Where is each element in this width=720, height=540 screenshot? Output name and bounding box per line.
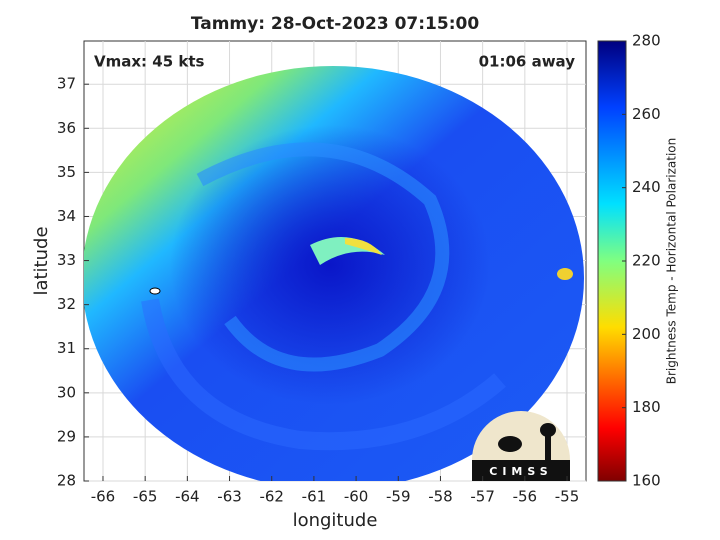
colorbar-tick-label: 180 xyxy=(632,398,661,416)
colorbar xyxy=(597,40,627,482)
colorbar-label: Brightness Temp - Horizontal Polarizatio… xyxy=(665,138,679,385)
y-tick-label: 35 xyxy=(57,163,76,181)
satellite-image xyxy=(84,66,584,481)
x-tick-label: -61 xyxy=(302,488,327,506)
y-tick-label: 33 xyxy=(57,251,76,269)
x-tick-label: -64 xyxy=(175,488,200,506)
x-tick-label: -63 xyxy=(217,488,242,506)
x-axis-label: longitude xyxy=(293,510,378,531)
x-tick-label: -60 xyxy=(344,488,369,506)
colorbar-tick-label: 160 xyxy=(632,472,661,490)
y-tick-label: 34 xyxy=(57,207,76,225)
y-tick-label: 36 xyxy=(57,119,76,137)
colorbar-tick-label: 220 xyxy=(632,252,661,270)
x-tick-label: -55 xyxy=(555,488,580,506)
y-tick-label: 32 xyxy=(57,295,76,313)
logo: CIMSS xyxy=(472,411,570,481)
colorbar-tick-label: 200 xyxy=(632,325,661,343)
colorbar-tick-label: 240 xyxy=(632,178,661,196)
logo-text: CIMSS xyxy=(489,465,552,478)
x-tick-label: -59 xyxy=(386,488,411,506)
x-tick-label: -66 xyxy=(91,488,116,506)
x-tick-label: -58 xyxy=(428,488,453,506)
colorbar-tick-label: 280 xyxy=(632,32,661,50)
colorbar-tick-label: 260 xyxy=(632,105,661,123)
y-tick-label: 30 xyxy=(57,383,76,401)
y-tick-label: 37 xyxy=(57,75,76,93)
annotation: 01:06 away xyxy=(479,53,576,71)
x-tick-label: -65 xyxy=(133,488,158,506)
y-tick-label: 29 xyxy=(57,427,76,445)
x-tick-label: -57 xyxy=(470,488,495,506)
chart-title: Tammy: 28-Oct-2023 07:15:00 xyxy=(191,14,479,34)
y-tick-label: 31 xyxy=(57,339,76,357)
x-tick-label: -62 xyxy=(259,488,284,506)
y-tick-label: 28 xyxy=(57,472,76,490)
y-axis-label: latitude xyxy=(31,226,52,295)
annotation: Vmax: 45 kts xyxy=(94,53,204,71)
x-tick-label: -56 xyxy=(513,488,538,506)
